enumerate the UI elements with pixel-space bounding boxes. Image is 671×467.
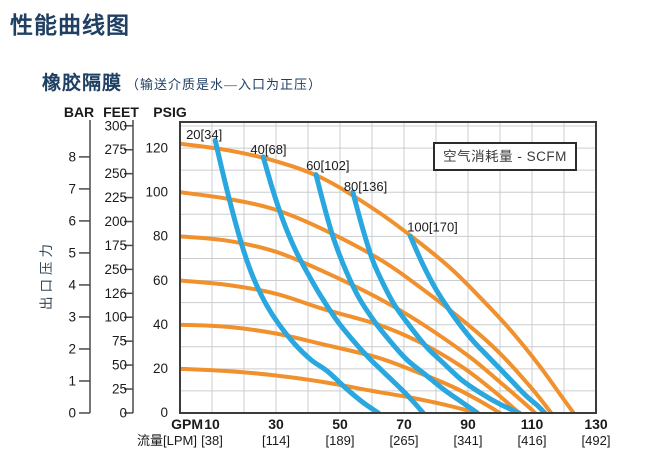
- feet-tick-label: 250: [104, 166, 127, 181]
- feet-tick-label: 250: [104, 262, 127, 277]
- bar-tick-label: 8: [68, 149, 76, 164]
- gpm-tick-label: 130: [584, 416, 608, 432]
- feet-axis-header: FEET: [103, 104, 139, 120]
- bar-tick-label: 2: [68, 341, 76, 356]
- air-curve-label: 60[102]: [306, 158, 349, 173]
- air-consumption-curve: [260, 154, 426, 413]
- lpm-unit-label: 流量[LPM]: [137, 433, 197, 448]
- feet-tick-label: 50: [112, 358, 127, 373]
- gpm-tick-label: 70: [396, 416, 412, 432]
- page-title: 性能曲线图: [10, 13, 130, 38]
- bar-tick-label: 6: [68, 213, 76, 228]
- gpm-tick-label: 50: [332, 416, 348, 432]
- psig-tick-label: 0: [160, 405, 168, 420]
- bar-axis-header: BAR: [64, 104, 94, 120]
- feet-tick-label: 200: [104, 214, 127, 229]
- legend-box: [433, 142, 577, 171]
- gpm-tick-label: 10: [204, 416, 220, 432]
- psig-tick-label: 20: [153, 361, 168, 376]
- psig-tick-label: 80: [153, 229, 168, 244]
- air-consumption-curve: [350, 189, 522, 413]
- air-consumption-curve: [407, 233, 548, 413]
- air-curve-label: 20[34]: [186, 127, 222, 142]
- water-discharge-curve: [180, 141, 576, 413]
- lpm-tick-label: [416]: [518, 433, 547, 448]
- feet-tick-label: 175: [104, 238, 127, 253]
- gpm-tick-label: 90: [460, 416, 476, 432]
- psig-axis-header: PSIG: [153, 104, 187, 120]
- air-curve-label: 80[136]: [344, 179, 387, 194]
- bar-tick-label: 1: [68, 373, 76, 388]
- subtitle-note: （输送介质是水—入口为正压）: [126, 77, 323, 92]
- lpm-tick-label: [265]: [390, 433, 419, 448]
- feet-tick-label: 0: [119, 405, 127, 420]
- psig-tick-label: 60: [153, 273, 168, 288]
- psig-tick-label: 40: [153, 317, 168, 332]
- lpm-tick-label: [492]: [582, 433, 611, 448]
- bar-tick-label: 3: [68, 309, 76, 324]
- psig-tick-label: 100: [145, 184, 168, 199]
- gpm-tick-label: 110: [521, 416, 544, 432]
- plot-border: [179, 121, 597, 414]
- water-discharge-curve: [180, 322, 502, 413]
- diaphragm-type-label: 橡胶隔膜: [42, 73, 123, 94]
- y-axis-title: 出口压力: [39, 240, 54, 310]
- feet-tick-label: 225: [104, 190, 127, 205]
- feet-tick-label: 75: [112, 334, 127, 349]
- lpm-tick-label: [341]: [454, 433, 483, 448]
- feet-tick-label: 275: [104, 142, 127, 157]
- air-consumption-curve: [212, 137, 381, 413]
- psig-tick-label: 120: [145, 140, 168, 155]
- bar-tick-label: 0: [68, 405, 76, 420]
- feet-tick-label: 126: [104, 286, 127, 301]
- air-consumption-curve: [313, 172, 481, 413]
- gpm-unit-label: GPM: [171, 416, 203, 432]
- legend-label: 空气消耗量 - SCFM: [443, 149, 567, 164]
- lpm-tick-label: [38]: [201, 433, 223, 448]
- feet-tick-label: 100: [104, 310, 127, 325]
- lpm-tick-label: [114]: [262, 433, 290, 448]
- bar-tick-label: 4: [68, 277, 76, 292]
- curves-layer: [180, 137, 576, 413]
- air-curve-label: 40[68]: [250, 142, 286, 157]
- chart-subtitle: 橡胶隔膜 （输送介质是水—入口为正压）: [42, 68, 322, 95]
- water-discharge-curve: [180, 366, 480, 413]
- lpm-tick-label: [189]: [326, 433, 355, 448]
- air-curve-label: 100[170]: [407, 219, 458, 234]
- feet-tick-label: 25: [112, 382, 127, 397]
- bar-tick-label: 7: [68, 181, 76, 196]
- bar-tick-label: 5: [68, 245, 76, 260]
- feet-tick-label: 300: [104, 118, 127, 133]
- water-discharge-curve: [180, 190, 554, 413]
- gpm-tick-label: 30: [268, 416, 284, 432]
